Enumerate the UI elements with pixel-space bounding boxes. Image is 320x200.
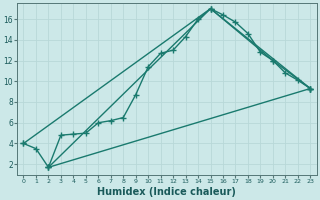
X-axis label: Humidex (Indice chaleur): Humidex (Indice chaleur) (98, 187, 236, 197)
